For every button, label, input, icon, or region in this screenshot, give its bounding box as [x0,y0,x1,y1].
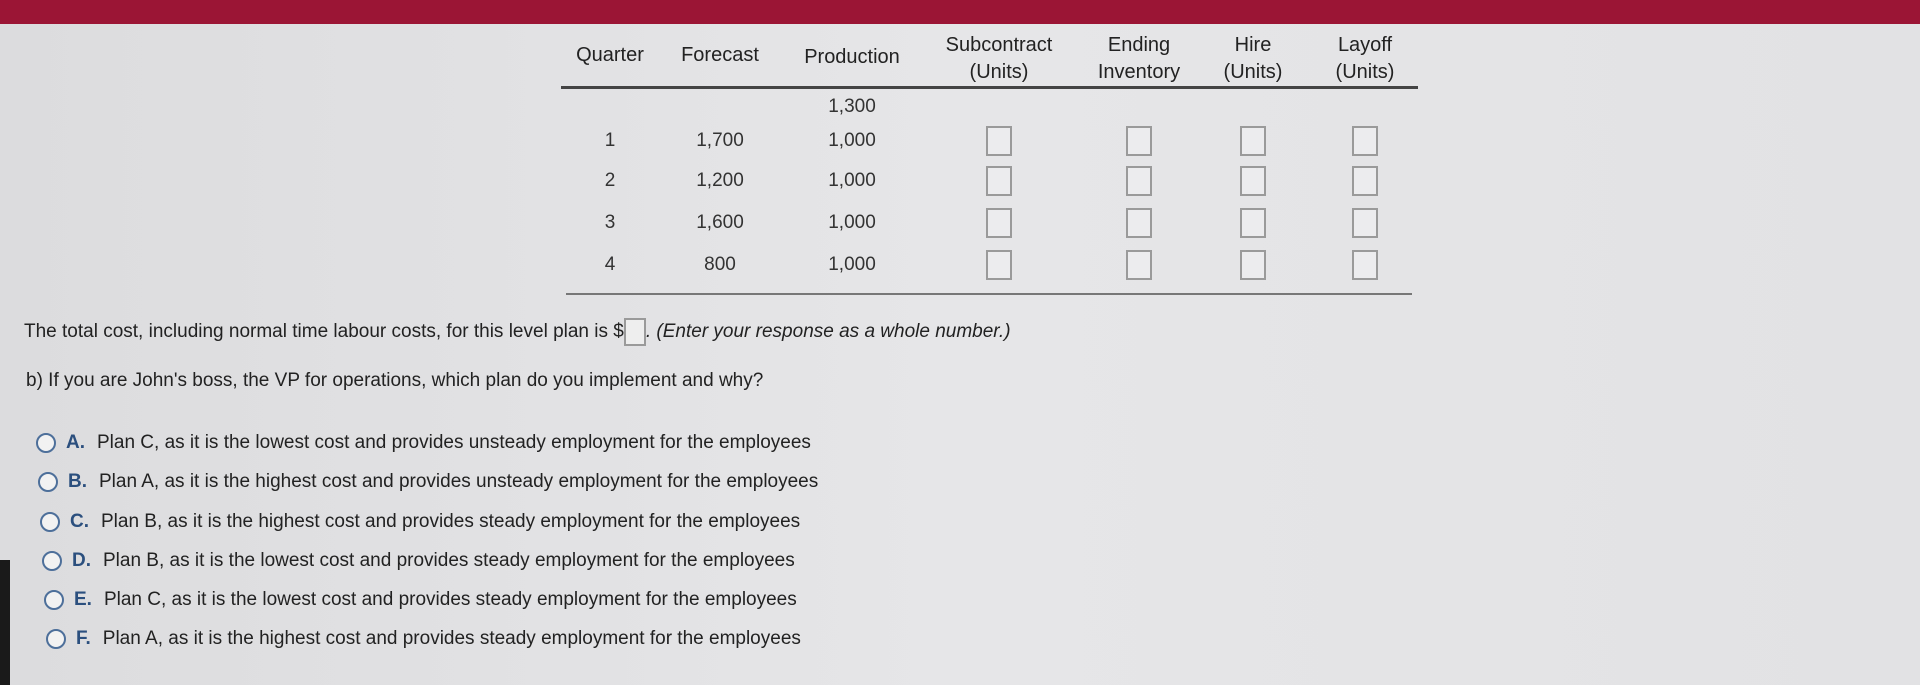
header-line: Hire [1234,34,1272,56]
forecast-cell: 1,700 [696,130,744,151]
radio-button[interactable] [40,512,60,532]
option-a[interactable]: A. Plan C, as it is the lowest cost and … [36,432,811,454]
option-text: Plan B, as it is the lowest cost and pro… [103,550,795,571]
production-cell: 1,000 [828,170,876,191]
layoff-input[interactable] [1352,126,1378,156]
screen-edge [0,560,10,685]
subcontract-input[interactable] [986,250,1012,280]
subcontract-input[interactable] [986,208,1012,238]
header-line: Layoff [1337,34,1393,56]
header-line: (Units) [1223,61,1283,83]
option-text: Plan B, as it is the highest cost and pr… [101,511,801,532]
hire-input[interactable] [1240,250,1266,280]
hire-input[interactable] [1240,166,1266,196]
header-ending-inventory: Ending Inventory [1079,32,1199,86]
radio-button[interactable] [44,590,64,610]
header-hire: Hire (Units) [1203,32,1303,86]
header-quarter: Quarter [576,44,644,66]
top-bar [0,0,1920,24]
subcontract-input[interactable] [986,126,1012,156]
quarter-cell: 4 [604,254,616,275]
hire-input[interactable] [1240,208,1266,238]
layoff-input[interactable] [1352,250,1378,280]
quarter-cell: 1 [604,130,616,151]
option-f[interactable]: F. Plan A, as it is the highest cost and… [46,628,801,650]
radio-button[interactable] [36,433,56,453]
production-cell: 1,000 [828,212,876,233]
header-forecast: Forecast [681,44,759,66]
option-letter: E. [74,589,92,610]
radio-button[interactable] [38,472,58,492]
option-c[interactable]: C. Plan B, as it is the highest cost and… [40,511,800,533]
subcontract-input[interactable] [986,166,1012,196]
forecast-cell: 800 [704,254,736,275]
option-d[interactable]: D. Plan B, as it is the lowest cost and … [42,550,795,572]
production-cell: 1,000 [828,254,876,275]
option-text: Plan A, as it is the highest cost and pr… [99,471,819,492]
forecast-cell: 1,600 [696,212,744,233]
radio-button[interactable] [42,551,62,571]
header-divider [561,86,1418,89]
option-text: Plan C, as it is the lowest cost and pro… [103,589,797,610]
header-line: (Units) [969,61,1029,83]
quarter-cell: 2 [604,170,616,191]
initial-production: 1,300 [828,96,876,117]
option-text: Plan C, as it is the lowest cost and pro… [97,432,811,453]
header-subcontract: Subcontract (Units) [929,32,1069,86]
forecast-cell: 1,200 [696,170,744,191]
radio-button[interactable] [46,629,66,649]
header-line: Subcontract [945,34,1053,56]
question-b: b) If you are John's boss, the VP for op… [26,370,764,391]
total-cost-hint: . (Enter your response as a whole number… [645,321,1011,343]
production-cell: 1,000 [828,130,876,151]
option-text: Plan A, as it is the highest cost and pr… [102,628,801,649]
header-line: Inventory [1097,61,1181,83]
total-cost-label: The total cost, including normal time la… [24,321,624,343]
layoff-input[interactable] [1352,166,1378,196]
ending-inventory-input[interactable] [1126,250,1152,280]
header-production: Production [804,46,900,68]
option-b[interactable]: B. Plan A, as it is the highest cost and… [38,471,818,493]
option-letter: B. [68,471,87,492]
layoff-input[interactable] [1352,208,1378,238]
option-letter: F. [76,628,91,649]
header-layoff: Layoff (Units) [1315,32,1415,86]
header-line: Ending [1107,34,1171,56]
option-letter: C. [70,511,89,532]
ending-inventory-input[interactable] [1126,166,1152,196]
option-letter: D. [72,550,91,571]
option-e[interactable]: E. Plan C, as it is the lowest cost and … [44,589,797,611]
total-cost-line: The total cost, including normal time la… [24,318,1011,346]
header-line: (Units) [1335,61,1395,83]
table-bottom-divider [566,293,1412,295]
total-cost-input[interactable] [623,318,646,346]
ending-inventory-input[interactable] [1126,126,1152,156]
quarter-cell: 3 [604,212,616,233]
option-letter: A. [66,432,85,453]
hire-input[interactable] [1240,126,1266,156]
ending-inventory-input[interactable] [1126,208,1152,238]
